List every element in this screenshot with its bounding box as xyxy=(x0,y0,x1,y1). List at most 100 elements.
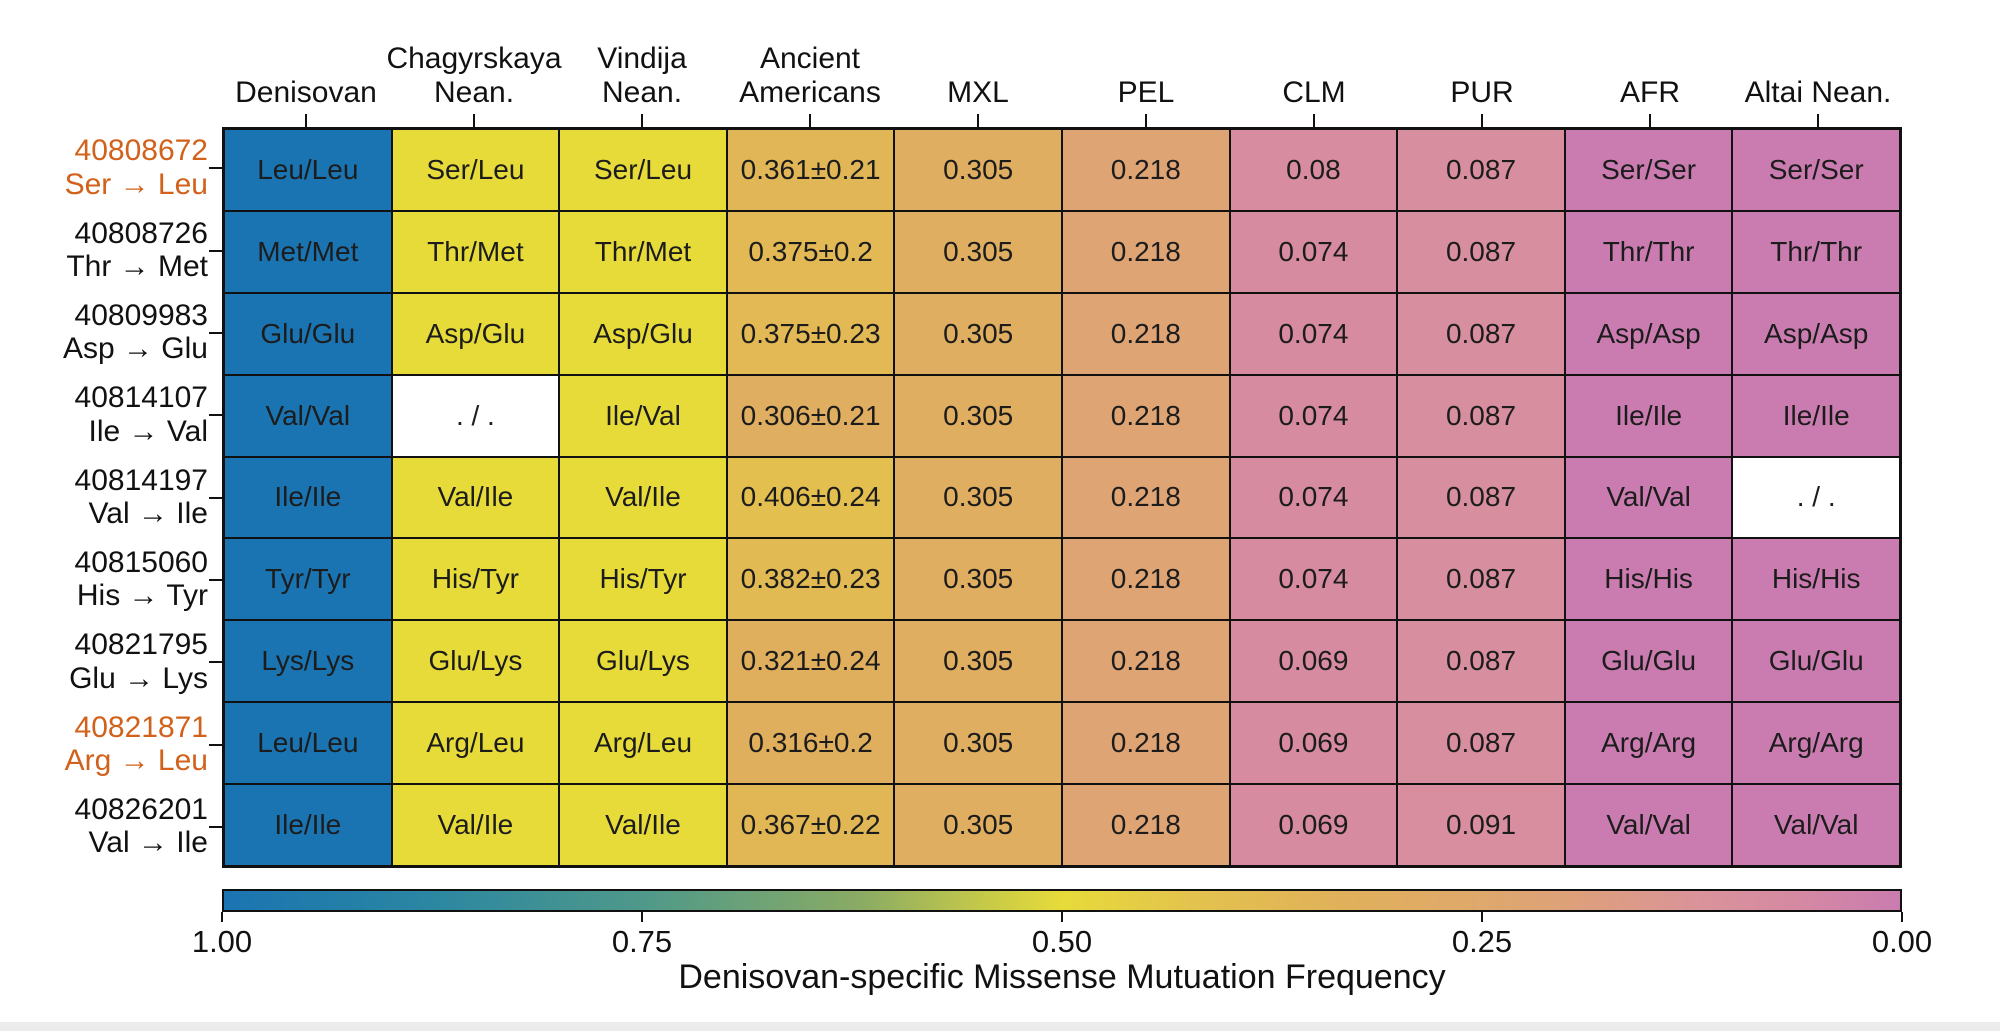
row-label: 40821871 Arg → Leu xyxy=(0,711,208,778)
heatmap-cell: Val/Val xyxy=(225,375,391,456)
y-axis-tick xyxy=(209,414,222,417)
y-axis-tick xyxy=(209,167,222,170)
heatmap-cell: Asp/Asp xyxy=(1733,293,1899,374)
heatmap-cell: Thr/Met xyxy=(392,211,559,292)
row-label-change: Thr → Met xyxy=(66,250,208,284)
heatmap-cell: His/His xyxy=(1733,539,1899,620)
heatmap-cell: Val/Val xyxy=(1733,785,1899,865)
row-label-change: Arg → Leu xyxy=(64,744,208,778)
row-label-position: 40814197 xyxy=(74,463,208,497)
column-header: Vindija Nean. xyxy=(522,40,762,110)
heatmap-cell: 0.218 xyxy=(1063,293,1229,374)
row-label-change: Ile → Val xyxy=(88,414,209,448)
heatmap-cell: Val/Ile xyxy=(560,457,726,538)
heatmap-cell: 0.305 xyxy=(895,703,1061,784)
column-header: Altai Nean. xyxy=(1698,40,1938,110)
row-label-position: 40808672 xyxy=(74,134,208,168)
column-header-line: Ancient xyxy=(759,41,861,75)
x-axis-tick xyxy=(473,114,475,127)
heatmap-cell: 0.087 xyxy=(1398,293,1564,374)
heatmap-cell: 0.305 xyxy=(895,539,1061,620)
heatmap-cell: 0.218 xyxy=(1063,539,1229,620)
heatmap-cell: 0.08 xyxy=(1230,130,1397,210)
row-label-change: Val → Ile xyxy=(88,497,209,531)
heatmap-cell: 0.069 xyxy=(1230,621,1397,702)
heatmap-cell: Ile/Ile xyxy=(225,457,391,538)
column-header: PEL xyxy=(1026,40,1266,110)
row-label: 40826201 Val → Ile xyxy=(0,793,208,860)
heatmap-cell: 0.074 xyxy=(1230,293,1397,374)
heatmap-cell: Glu/Glu xyxy=(225,293,391,374)
heatmap-cell: Asp/Glu xyxy=(560,293,726,374)
row-label: 40814107 Ile → Val xyxy=(0,381,208,448)
heatmap-cell: His/Tyr xyxy=(392,539,559,620)
heatmap-cell: Ile/Val xyxy=(560,375,726,456)
column-header-line: MXL xyxy=(947,75,1009,109)
column-header: PUR xyxy=(1362,40,1602,110)
x-axis-tick xyxy=(1817,114,1819,127)
heatmap-cell: 0.074 xyxy=(1230,457,1397,538)
y-axis-tick xyxy=(209,496,222,499)
heatmap-cell: 0.306±0.21 xyxy=(727,375,894,456)
colorbar-axis-label: Denisovan-specific Missense Mutuation Fr… xyxy=(678,958,1446,996)
heatmap-cell: His/Tyr xyxy=(560,539,726,620)
heatmap-cell: Val/Ile xyxy=(392,457,559,538)
heatmap-cell: 0.218 xyxy=(1063,211,1229,292)
heatmap-cell: 0.218 xyxy=(1063,785,1229,865)
heatmap-cell: Lys/Lys xyxy=(225,621,391,702)
heatmap-cell: 0.305 xyxy=(895,130,1061,210)
heatmap-cell: Leu/Leu xyxy=(225,703,391,784)
colorbar xyxy=(222,889,1902,912)
column-header: Ancient Americans xyxy=(690,40,930,110)
heatmap-cell: Ile/Ile xyxy=(1733,375,1899,456)
heatmap-cell: Ser/Leu xyxy=(560,130,726,210)
row-label-position: 40814107 xyxy=(74,381,208,415)
heatmap-cell: Thr/Thr xyxy=(1565,211,1732,292)
x-axis-tick xyxy=(977,114,979,127)
heatmap-cell: 0.087 xyxy=(1398,130,1564,210)
heatmap-cell: Ser/Ser xyxy=(1733,130,1899,210)
heatmap-cell: 0.406±0.24 xyxy=(727,457,894,538)
x-axis-tick xyxy=(1145,114,1147,127)
heatmap-cell: 0.069 xyxy=(1230,785,1397,865)
x-axis-tick xyxy=(1313,114,1315,127)
heatmap-cell: 0.087 xyxy=(1398,539,1564,620)
column-header-line: Vindija xyxy=(597,41,687,75)
heatmap-cell: Asp/Asp xyxy=(1565,293,1732,374)
heatmap-cell: 0.382±0.23 xyxy=(727,539,894,620)
row-label-change: Val → Ile xyxy=(88,826,209,860)
heatmap-cell: Tyr/Tyr xyxy=(225,539,391,620)
row-label-position: 40815060 xyxy=(74,545,208,579)
heatmap-cell: Val/Val xyxy=(1565,785,1732,865)
column-header-line: AFR xyxy=(1620,75,1680,109)
heatmap-cell: 0.091 xyxy=(1398,785,1564,865)
heatmap-cell: Val/Ile xyxy=(560,785,726,865)
heatmap-cell: 0.069 xyxy=(1230,703,1397,784)
heatmap-cell: 0.087 xyxy=(1398,703,1564,784)
heatmap-cell: Glu/Lys xyxy=(560,621,726,702)
heatmap-cell: 0.087 xyxy=(1398,375,1564,456)
heatmap-cell: 0.316±0.2 xyxy=(727,703,894,784)
heatmap-grid: Leu/Leu Ser/Leu Ser/Leu 0.361±0.21 0.305 0.21… xyxy=(222,127,1902,868)
heatmap-cell: Arg/Arg xyxy=(1733,703,1899,784)
heatmap-cell: 0.074 xyxy=(1230,375,1397,456)
colorbar-tick xyxy=(1061,912,1063,922)
colorbar-tick-label: 0.50 xyxy=(1031,924,1093,959)
column-header: Chagyrskaya Nean. xyxy=(354,40,594,110)
x-axis-tick xyxy=(305,114,307,127)
column-header-line: Denisovan xyxy=(235,75,377,109)
x-axis-tick xyxy=(641,114,643,127)
heatmap-cell: Arg/Arg xyxy=(1565,703,1732,784)
row-label-change: Asp → Glu xyxy=(62,332,208,366)
colorbar-tick xyxy=(641,912,643,922)
column-header-line: Nean. xyxy=(601,75,683,109)
bottom-strip xyxy=(0,1022,2000,1031)
y-axis-tick xyxy=(209,249,222,252)
y-axis-tick xyxy=(209,661,222,664)
heatmap-cell: 0.305 xyxy=(895,211,1061,292)
column-header-line: CLM xyxy=(1282,75,1346,109)
row-label: 40815060 His → Tyr xyxy=(0,546,208,613)
heatmap-cell: Val/Val xyxy=(1565,457,1732,538)
heatmap-cell: 0.305 xyxy=(895,457,1061,538)
